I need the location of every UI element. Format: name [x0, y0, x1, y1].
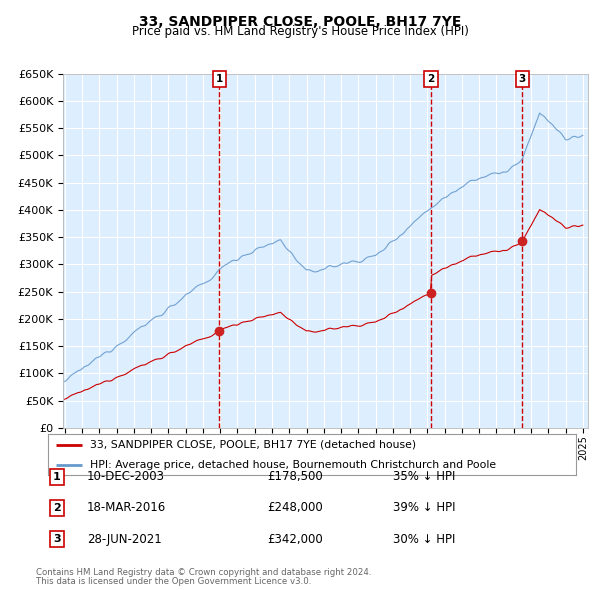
Text: 39% ↓ HPI: 39% ↓ HPI: [393, 502, 455, 514]
Text: £178,500: £178,500: [267, 470, 323, 483]
Text: Contains HM Land Registry data © Crown copyright and database right 2024.: Contains HM Land Registry data © Crown c…: [36, 568, 371, 577]
Text: 33, SANDPIPER CLOSE, POOLE, BH17 7YE (detached house): 33, SANDPIPER CLOSE, POOLE, BH17 7YE (de…: [90, 440, 416, 450]
Text: 2: 2: [53, 503, 61, 513]
Text: HPI: Average price, detached house, Bournemouth Christchurch and Poole: HPI: Average price, detached house, Bour…: [90, 460, 496, 470]
Text: 1: 1: [53, 472, 61, 481]
Text: 1: 1: [215, 74, 223, 84]
Text: 35% ↓ HPI: 35% ↓ HPI: [393, 470, 455, 483]
Text: 33, SANDPIPER CLOSE, POOLE, BH17 7YE: 33, SANDPIPER CLOSE, POOLE, BH17 7YE: [139, 15, 461, 29]
Text: 3: 3: [53, 535, 61, 544]
Text: 3: 3: [518, 74, 526, 84]
Text: 2: 2: [427, 74, 434, 84]
Text: 28-JUN-2021: 28-JUN-2021: [87, 533, 162, 546]
Text: Price paid vs. HM Land Registry's House Price Index (HPI): Price paid vs. HM Land Registry's House …: [131, 25, 469, 38]
Text: £248,000: £248,000: [267, 502, 323, 514]
Text: 30% ↓ HPI: 30% ↓ HPI: [393, 533, 455, 546]
Text: £342,000: £342,000: [267, 533, 323, 546]
Text: This data is licensed under the Open Government Licence v3.0.: This data is licensed under the Open Gov…: [36, 578, 311, 586]
Text: 10-DEC-2003: 10-DEC-2003: [87, 470, 165, 483]
Text: 18-MAR-2016: 18-MAR-2016: [87, 502, 166, 514]
